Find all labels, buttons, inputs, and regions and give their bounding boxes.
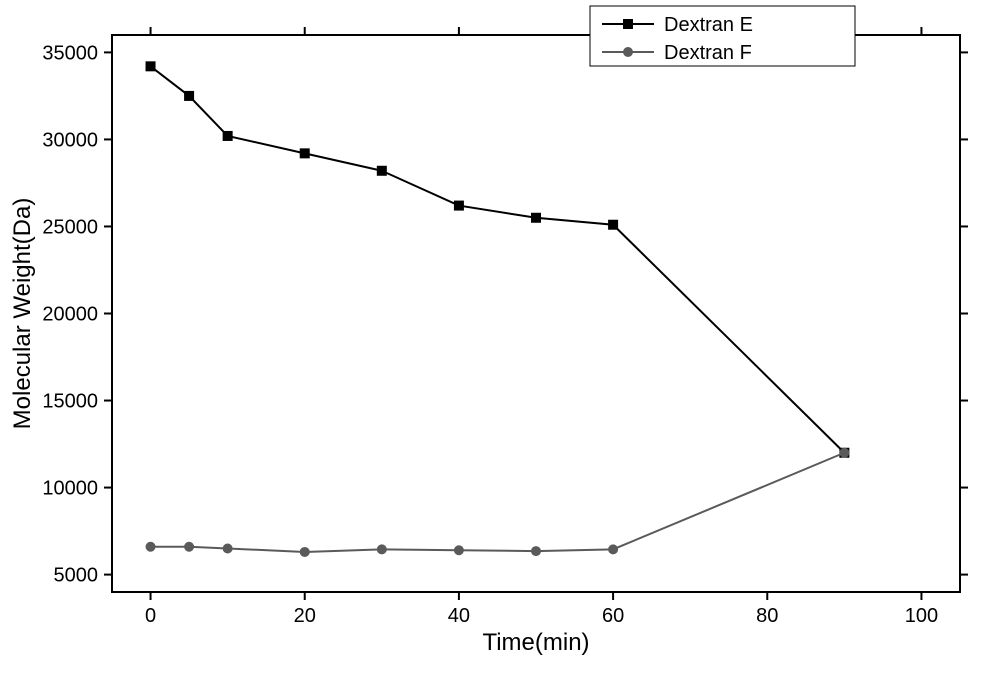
series-marker: [377, 166, 387, 176]
series-marker: [184, 91, 194, 101]
y-tick-label: 30000: [42, 129, 98, 151]
series-marker: [531, 546, 541, 556]
series-marker: [223, 543, 233, 553]
legend-label: Dextran F: [664, 42, 752, 64]
y-tick-label: 20000: [42, 304, 98, 326]
x-tick-label: 80: [756, 605, 778, 627]
legend-marker: [623, 47, 633, 57]
y-axis-label: Molecular Weight(Da): [9, 198, 36, 430]
series-marker: [184, 542, 194, 552]
x-tick-label: 0: [145, 605, 156, 627]
plot-background: [0, 0, 1000, 692]
series-marker: [454, 545, 464, 555]
series-marker: [608, 220, 618, 230]
y-tick-label: 25000: [42, 216, 98, 238]
x-tick-label: 20: [294, 605, 316, 627]
y-tick-label: 10000: [42, 478, 98, 500]
y-tick-label: 5000: [54, 565, 99, 587]
series-marker: [146, 542, 156, 552]
chart-container: 0 20 40 60 80 100 5000 10000 15000 20000 25000 3000…: [0, 0, 1000, 692]
series-marker: [146, 61, 156, 71]
series-marker: [839, 448, 849, 458]
legend-marker: [623, 19, 633, 29]
x-tick-label: 60: [602, 605, 624, 627]
x-tick-label: 100: [905, 605, 938, 627]
series-marker: [300, 547, 310, 557]
series-marker: [608, 544, 618, 554]
series-marker: [531, 213, 541, 223]
series-marker: [223, 131, 233, 141]
series-marker: [454, 201, 464, 211]
chart-svg: 0 20 40 60 80 100 5000 10000 15000 20000 25000 3000…: [0, 0, 1000, 692]
legend-label: Dextran E: [664, 14, 753, 36]
series-marker: [377, 544, 387, 554]
series-marker: [300, 148, 310, 158]
x-tick-label: 40: [448, 605, 470, 627]
y-tick-label: 15000: [42, 391, 98, 413]
x-axis-label: Time(min): [482, 629, 589, 656]
y-tick-label: 35000: [42, 42, 98, 64]
